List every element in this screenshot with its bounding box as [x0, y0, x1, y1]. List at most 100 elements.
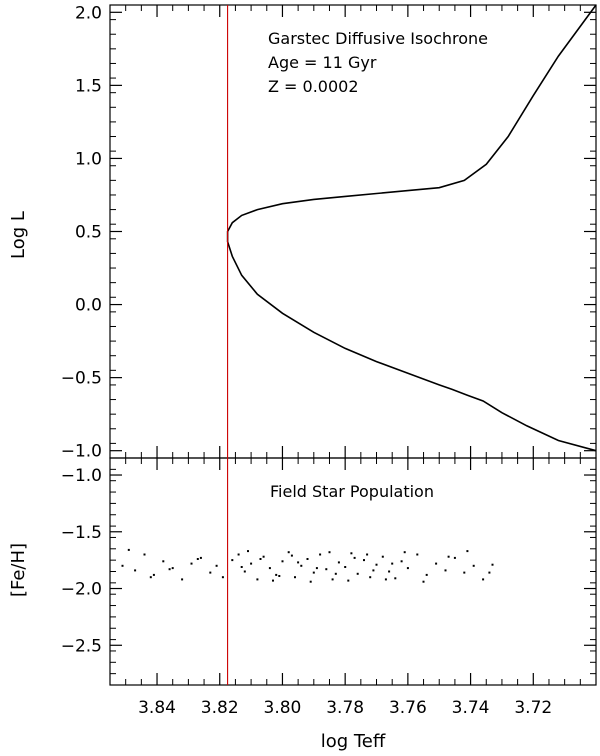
field-star-point: [300, 564, 303, 567]
field-star-point: [381, 555, 384, 558]
field-star-point: [199, 556, 202, 559]
isochrone-title: Garstec Diffusive Isochrone: [268, 29, 488, 48]
field-star-point: [416, 553, 419, 556]
field-star-point: [240, 566, 243, 568]
field-star-point: [315, 567, 318, 570]
field-star-point: [262, 555, 265, 558]
field-star-point: [268, 567, 271, 570]
field-star-point: [152, 573, 155, 576]
field-star-point: [347, 579, 350, 582]
field-star-point: [337, 561, 340, 564]
field-star-panel: −2.5 −2.0 −1.5 −1.0 3.84 3.82 3.80 3.78 3.76 3.7…: [8, 457, 597, 752]
field-star-point: [363, 559, 365, 562]
y-tick-label: −0.5: [61, 369, 102, 389]
y-tick-label: 2.0: [75, 3, 102, 23]
field-star-point: [278, 575, 281, 577]
y-tick-label: −1.5: [61, 523, 102, 543]
field-star-point: [394, 577, 397, 580]
field-star-point: [328, 551, 331, 554]
field-star-point: [134, 569, 137, 572]
field-star-point: [488, 571, 491, 574]
field-star-point: [466, 550, 469, 553]
x-axis-title: log Teff: [321, 731, 386, 752]
field-star-point: [221, 576, 224, 579]
field-star-point: [447, 555, 450, 558]
top-x-ticks: [109, 5, 581, 458]
isochrone-panel: −1.0 −0.5 0.0 0.5 1.0 1.5 2.0 Garstec Diffusiv…: [8, 3, 597, 462]
field-star-point: [272, 579, 274, 582]
field-star-point: [290, 554, 293, 557]
top-y-ticks: −1.0 −0.5 0.0 0.5 1.0 1.5 2.0: [61, 3, 596, 462]
x-tick-label: 3.84: [138, 698, 176, 718]
field-star-point: [391, 562, 394, 565]
metallicity-label: Z = 0.0002: [268, 77, 359, 96]
bottom-y-axis-title: [Fe/H]: [8, 543, 29, 597]
field-star-point: [482, 578, 485, 581]
field-star-point: [306, 558, 309, 560]
field-star-point: [369, 576, 372, 579]
field-star-point: [463, 571, 466, 574]
x-tick-label: 3.72: [514, 698, 552, 718]
field-star-point: [127, 548, 130, 551]
x-tick-label: 3.82: [201, 698, 239, 718]
y-tick-label: 1.5: [75, 76, 102, 96]
y-tick-label: 0.5: [75, 223, 102, 243]
field-star-point: [453, 556, 456, 559]
field-star-point: [491, 563, 494, 566]
field-star-point: [356, 572, 359, 575]
x-tick-label: 3.80: [264, 698, 302, 718]
x-tick-label: 3.78: [326, 698, 364, 718]
field-star-point: [444, 569, 447, 572]
bottom-y-ticks: −2.5 −2.0 −1.5 −1.0: [61, 457, 596, 686]
field-star-point: [331, 578, 334, 581]
field-star-point: [247, 550, 249, 553]
field-star-point: [250, 562, 253, 565]
x-tick-label: 3.74: [452, 698, 490, 718]
field-star-point: [422, 580, 425, 583]
field-star-point: [190, 562, 193, 565]
field-star-point: [372, 569, 375, 572]
field-star-point: [237, 553, 240, 556]
field-star-point: [435, 562, 438, 565]
field-star-point: [406, 567, 409, 570]
field-star-point: [353, 556, 356, 559]
y-tick-label: 0.0: [75, 296, 102, 316]
bottom-x-ticks: 3.84 3.82 3.80 3.78 3.76 3.74 3.72: [109, 458, 581, 718]
y-tick-label: −2.0: [61, 580, 102, 600]
field-star-point: [209, 571, 212, 574]
field-star-point: [281, 560, 284, 563]
field-star-point: [196, 558, 199, 560]
field-star-point: [231, 559, 234, 562]
field-star-point: [375, 563, 378, 566]
y-tick-label: 1.0: [75, 149, 102, 169]
field-star-point: [149, 576, 152, 579]
field-star-point: [181, 578, 184, 581]
field-star-point: [350, 552, 353, 555]
field-star-point: [143, 553, 146, 556]
field-star-point: [388, 570, 391, 573]
field-star-point: [287, 551, 290, 554]
field-star-point: [256, 578, 259, 581]
field-star-point: [366, 553, 369, 556]
y-tick-label: −1.0: [61, 466, 102, 486]
field-star-points: [121, 548, 494, 583]
field-star-point: [334, 572, 337, 575]
top-y-axis-title: Log L: [8, 211, 29, 259]
field-star-point: [384, 578, 387, 581]
field-star-point: [171, 567, 174, 570]
field-star-point: [121, 564, 124, 567]
age-label: Age = 11 Gyr: [268, 53, 377, 72]
field-star-point: [294, 576, 296, 579]
field-star-point: [344, 566, 347, 568]
field-star-point: [215, 564, 218, 567]
field-star-point: [259, 558, 262, 560]
field-star-point: [312, 571, 315, 574]
field-star-point: [400, 560, 403, 563]
field-star-title: Field Star Population: [270, 482, 434, 501]
field-star-point: [297, 561, 300, 564]
field-star-point: [325, 568, 328, 571]
field-star-point: [425, 573, 428, 576]
field-star-point: [319, 553, 322, 556]
field-star-point: [472, 564, 475, 567]
